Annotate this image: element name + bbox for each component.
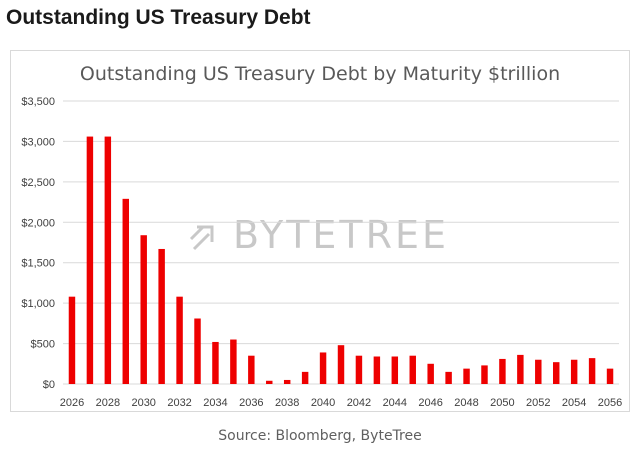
bar-2038 [283, 379, 291, 384]
y-tick-label: $3,000 [21, 136, 55, 148]
chart-frame: Outstanding US Treasury Debt by Maturity… [10, 50, 630, 412]
x-tick-label: 2056 [598, 397, 622, 409]
bar-2028 [104, 136, 112, 384]
bar-2031 [158, 248, 165, 384]
x-tick-label: 2034 [203, 397, 227, 409]
bar-2044 [391, 356, 399, 384]
bar-2045 [409, 355, 416, 384]
source-note: Source: Bloomberg, ByteTree [218, 428, 422, 444]
bar-2051 [517, 354, 524, 384]
y-axis-labels: $0 $500 $1,000 $1,500 $2,000 $2,500 $3,000 $3,5… [21, 96, 55, 391]
x-tick-label: 2026 [60, 397, 84, 409]
bar-2030 [140, 235, 147, 384]
x-tick-label: 2028 [96, 397, 120, 409]
x-tick-label: 2030 [131, 397, 155, 409]
bar-2049 [481, 365, 488, 384]
bars [68, 136, 614, 384]
bar-2043 [373, 356, 381, 384]
bar-2034 [212, 341, 219, 384]
watermark-text: BYTETREE [233, 213, 449, 257]
bytetree-logo-icon [189, 225, 214, 251]
x-tick-label: 2052 [526, 397, 550, 409]
y-tick-label: $2,500 [21, 177, 55, 189]
y-tick-label: $0 [43, 379, 55, 391]
bar-2054 [570, 359, 578, 384]
x-tick-label: 2042 [347, 397, 371, 409]
bar-chart: Outstanding US Treasury Debt by Maturity… [21, 63, 623, 409]
bar-2046 [427, 363, 434, 384]
y-tick-label: $500 [31, 339, 55, 351]
y-tick-label: $1,500 [21, 258, 55, 270]
x-tick-label: 2040 [311, 397, 335, 409]
x-axis-labels: 2026 2028 2030 2032 2034 2036 2038 2040 2042 2044… [60, 397, 623, 409]
page-heading: Outstanding US Treasury Debt [6, 6, 311, 29]
y-tick-label: $3,500 [21, 96, 55, 108]
x-tick-label: 2036 [239, 397, 263, 409]
bar-2026 [68, 296, 76, 384]
x-tick-label: 2054 [562, 397, 586, 409]
bar-2055 [588, 358, 596, 384]
bar-2053 [552, 362, 560, 384]
bar-2052 [535, 359, 542, 384]
y-tick-label: $2,000 [21, 217, 55, 229]
bar-2048 [463, 368, 470, 384]
bar-2039 [301, 371, 309, 384]
x-tick-label: 2048 [454, 397, 478, 409]
x-tick-label: 2032 [167, 397, 191, 409]
bar-2032 [176, 296, 183, 384]
x-tick-label: 2046 [418, 397, 442, 409]
y-tick-label: $1,000 [21, 298, 55, 310]
bar-2042 [355, 355, 363, 384]
x-tick-label: 2050 [490, 397, 514, 409]
bar-2047 [445, 371, 452, 384]
bytetree-watermark: BYTETREE [189, 213, 449, 257]
bar-2037 [266, 380, 273, 384]
gridlines [63, 100, 619, 385]
bar-2036 [248, 355, 255, 384]
bar-2041 [337, 345, 345, 384]
x-tick-label: 2038 [275, 397, 299, 409]
bar-2033 [194, 318, 201, 384]
chart-title: Outstanding US Treasury Debt by Maturity… [80, 63, 560, 85]
bar-2027 [86, 136, 94, 384]
bar-2040 [319, 352, 327, 384]
bar-2029 [122, 198, 130, 384]
x-tick-label: 2044 [383, 397, 407, 409]
bar-2050 [499, 358, 506, 384]
bar-2056 [606, 368, 614, 384]
bar-2035 [230, 339, 237, 384]
